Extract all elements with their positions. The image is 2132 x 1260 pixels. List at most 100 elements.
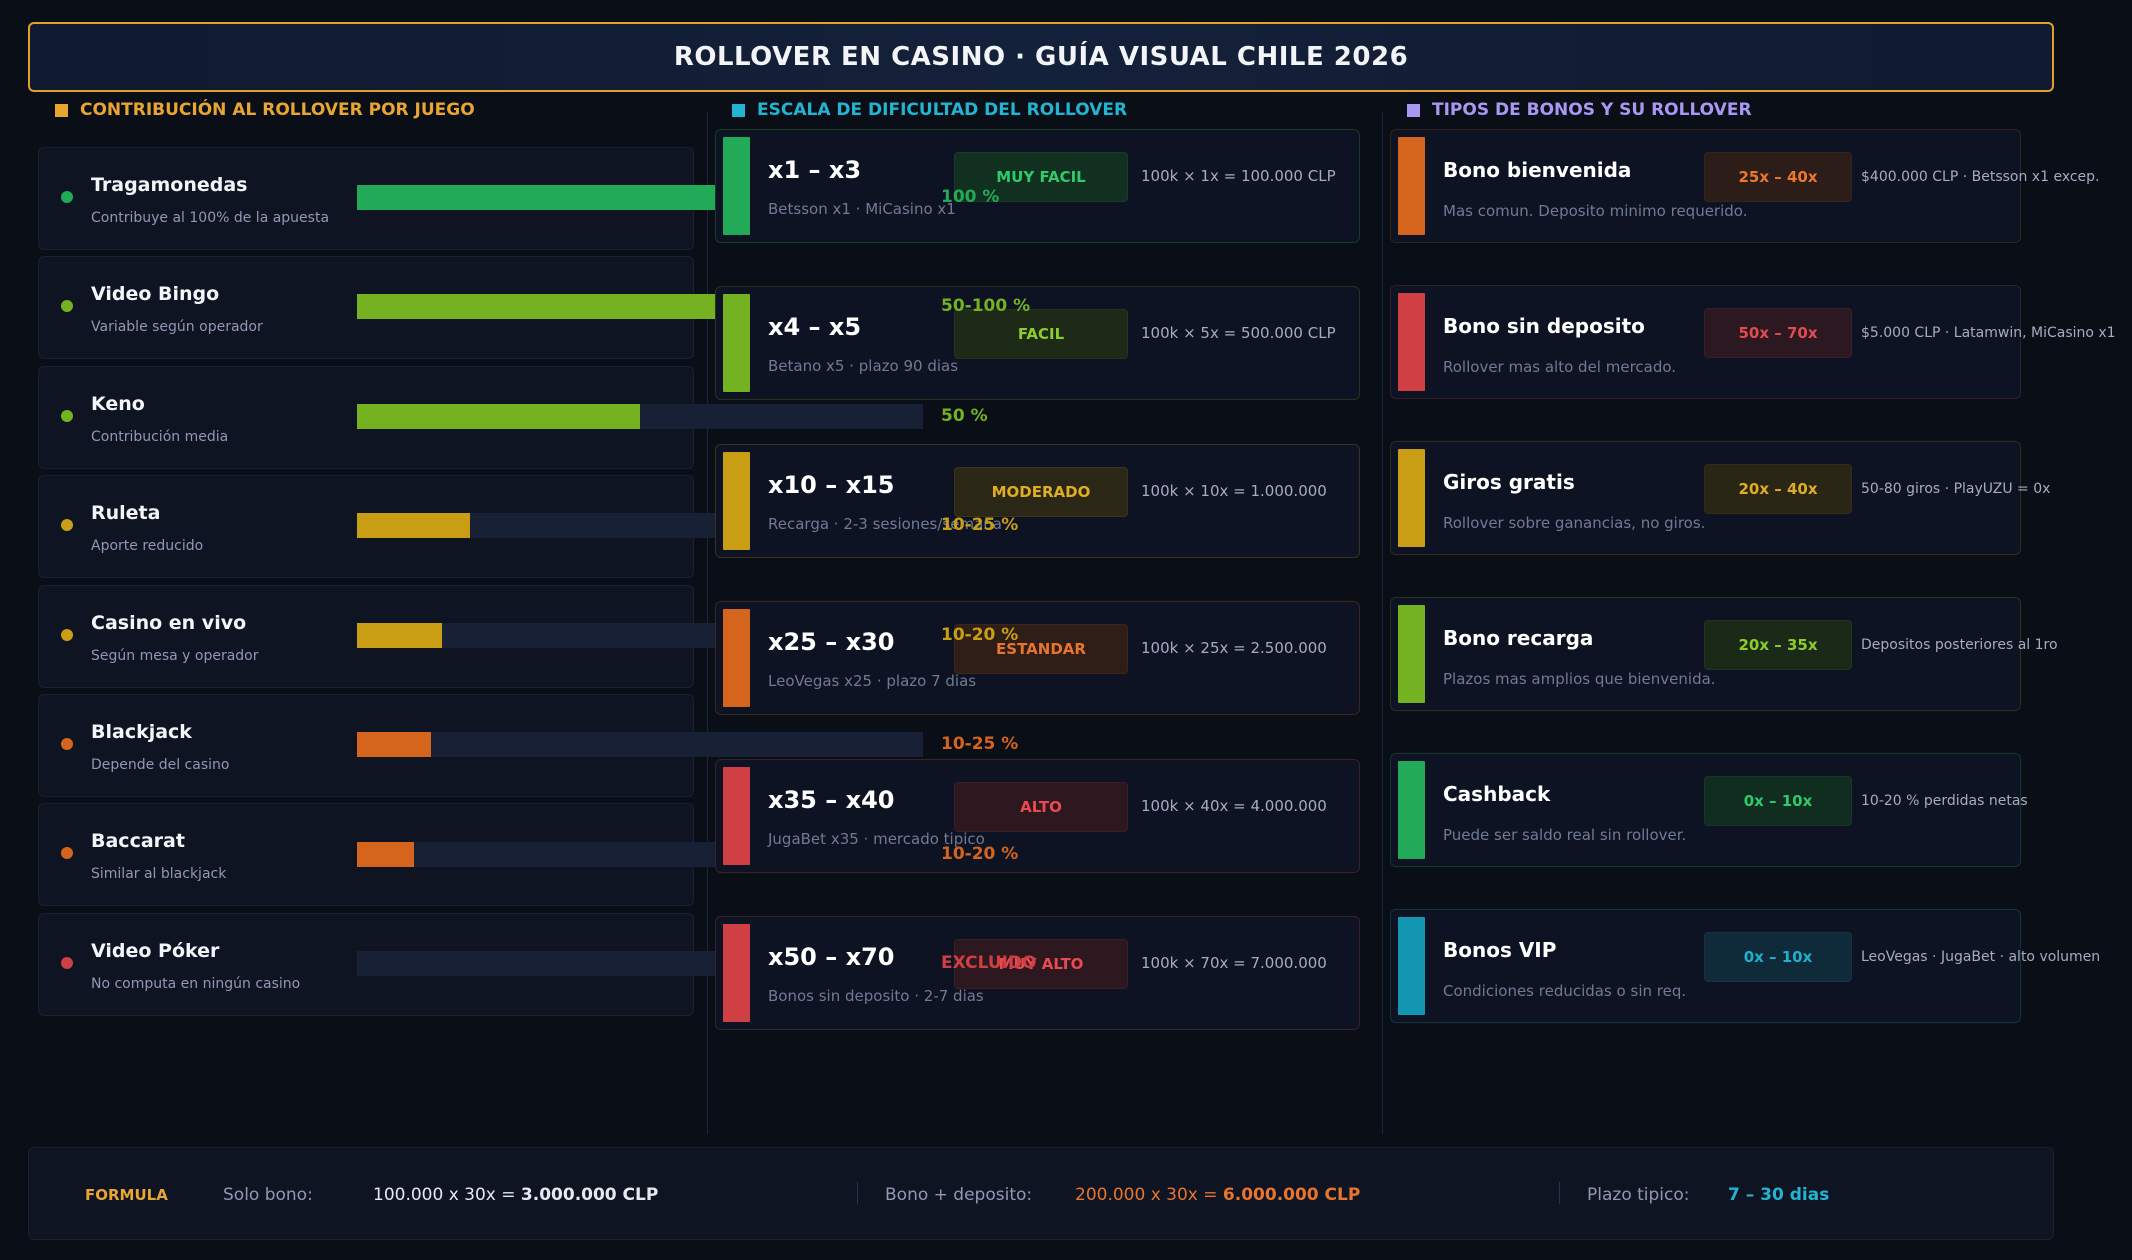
rollover-badge: 0x – 10x <box>1704 932 1852 982</box>
operator-examples: Betano x5 · plazo 90 dias <box>768 357 959 375</box>
game-name: Blackjack <box>91 721 192 743</box>
bonus-card: Giros gratis Rollover sobre ganancias, n… <box>1390 441 2050 555</box>
game-description: Variable según operador <box>91 319 263 335</box>
contribution-bar <box>357 732 923 757</box>
plazo-value: 7 – 30 dias <box>1728 1185 1830 1205</box>
difficulty-card: x4 – x5 Betano x5 · plazo 90 dias FACIL … <box>715 286 1360 400</box>
rollover-range: x25 – x30 <box>768 628 895 656</box>
contribution-label: 10-20 % <box>941 844 1019 864</box>
rollover-formula: 100k × 10x = 1.000.000 <box>1141 482 1327 500</box>
bonus-description: Rollover mas alto del mercado. <box>1443 358 1677 376</box>
section-title: ESCALA DE DIFICULTAD DEL ROLLOVER <box>757 100 1128 120</box>
rollover-range: x4 – x5 <box>768 313 862 341</box>
status-dot-icon <box>61 629 73 641</box>
contribution-label: 10-25 % <box>941 515 1019 535</box>
rollover-badge: 20x – 40x <box>1704 464 1852 514</box>
game-name: Video Póker <box>91 940 220 962</box>
game-description: Contribución media <box>91 429 229 445</box>
bonus-note: Depositos posteriores al 1ro <box>1861 637 2058 653</box>
game-name: Keno <box>91 393 145 415</box>
rollover-formula: 100k × 70x = 7.000.000 <box>1141 954 1327 972</box>
section-title: CONTRIBUCIÓN AL ROLLOVER POR JUEGO <box>80 100 475 120</box>
rollover-formula: 100k × 40x = 4.000.000 <box>1141 797 1327 815</box>
accent-bar <box>1398 761 1425 859</box>
difficulty-badge: MUY ALTO <box>954 939 1128 989</box>
rollover-range: x35 – x40 <box>768 786 895 814</box>
solo-bono-expression: 100.000 x 30x = <box>373 1185 521 1205</box>
accent-bar <box>723 137 750 235</box>
difficulty-card: x10 – x15 Recarga · 2-3 sesiones/semana … <box>715 444 1360 558</box>
bonus-card: Bono sin deposito Rollover mas alto del … <box>1390 285 2116 399</box>
rollover-badge: 20x – 35x <box>1704 620 1852 670</box>
bonus-card: Bonos VIP Condiciones reducidas o sin re… <box>1390 909 2100 1023</box>
contribution-bar-fill <box>357 513 470 538</box>
accent-bar <box>723 294 750 392</box>
rollover-formula: 100k × 25x = 2.500.000 <box>1141 639 1327 657</box>
bonus-card: Bono bienvenida Mas comun. Deposito mini… <box>1390 129 2100 243</box>
accent-bar <box>723 767 750 865</box>
solo-bono-formula: 100.000 x 30x = 3.000.000 CLP <box>373 1185 658 1205</box>
bono-deposito-label: Bono + deposito: <box>885 1185 1033 1205</box>
difficulty-badge: FACIL <box>954 309 1128 359</box>
square-bullet-icon <box>732 103 745 117</box>
status-dot-icon <box>61 738 73 750</box>
contribution-bar-fill <box>357 842 414 867</box>
bonus-description: Rollover sobre ganancias, no giros. <box>1443 514 1706 532</box>
difficulty-card: x35 – x40 JugaBet x35 · mercado tipico A… <box>715 759 1360 873</box>
contribution-bar-fill <box>357 623 442 648</box>
rollover-range: x10 – x15 <box>768 471 895 499</box>
bonus-name: Giros gratis <box>1443 470 1575 494</box>
bonus-name: Bono bienvenida <box>1443 158 1632 182</box>
contribution-bar <box>357 404 923 429</box>
game-description: Según mesa y operador <box>91 648 259 664</box>
solo-bono-result: 3.000.000 CLP <box>520 1185 659 1205</box>
contribution-label: 10-25 % <box>941 734 1019 754</box>
bonus-note: $5.000 CLP · Latamwin, MiCasino x1 <box>1861 325 2116 341</box>
game-description: No computa en ningún casino <box>91 976 301 992</box>
rollover-badge: 0x – 10x <box>1704 776 1852 826</box>
bonus-note: LeoVegas · JugaBet · alto volumen <box>1861 949 2101 965</box>
contribution-bar-fill <box>357 732 431 757</box>
contribution-label: 50-100 % <box>941 296 1031 316</box>
bonus-name: Cashback <box>1443 782 1551 806</box>
status-dot-icon <box>61 410 73 422</box>
formula-footer: FORMULA Solo bono: 100.000 x 30x = 3.000… <box>28 1147 2054 1240</box>
status-dot-icon <box>61 519 73 531</box>
status-dot-icon <box>61 957 73 969</box>
solo-bono-label: Solo bono: <box>223 1185 313 1205</box>
column-divider <box>1382 112 1383 1134</box>
operator-examples: Betsson x1 · MiCasino x1 <box>768 200 956 218</box>
page-title: ROLLOVER EN CASINO · GUÍA VISUAL CHILE 2… <box>673 42 1409 72</box>
difficulty-badge: ALTO <box>954 782 1128 832</box>
section-heading-bonus-types: TIPOS DE BONOS Y SU ROLLOVER <box>1407 100 1752 120</box>
contribution-label: 50 % <box>941 406 988 426</box>
accent-bar <box>723 924 750 1022</box>
game-description: Aporte reducido <box>91 538 204 554</box>
bonus-name: Bono recarga <box>1443 626 1594 650</box>
bonus-note: $400.000 CLP · Betsson x1 excep. <box>1861 169 2100 185</box>
accent-bar <box>1398 605 1425 703</box>
bonus-note: 10-20 % perdidas netas <box>1861 793 2028 809</box>
rollover-formula: 100k × 1x = 100.000 CLP <box>1141 167 1336 185</box>
game-name: Casino en vivo <box>91 612 247 634</box>
game-description: Contribuye al 100% de la apuesta <box>91 210 330 226</box>
plazo-label: Plazo tipico: <box>1587 1185 1690 1205</box>
operator-examples: JugaBet x35 · mercado tipico <box>768 830 985 848</box>
rollover-formula: 100k × 5x = 500.000 CLP <box>1141 324 1336 342</box>
game-name: Video Bingo <box>91 283 220 305</box>
difficulty-badge: MUY FACIL <box>954 152 1128 202</box>
bono-deposito-result: 6.000.000 CLP <box>1222 1185 1361 1205</box>
accent-bar <box>1398 449 1425 547</box>
formula-label: FORMULA <box>85 1186 168 1204</box>
bonus-description: Mas comun. Deposito minimo requerido. <box>1443 202 1748 220</box>
difficulty-badge: MODERADO <box>954 467 1128 517</box>
contribution-label: EXCLUIDO <box>941 953 1037 973</box>
status-dot-icon <box>61 847 73 859</box>
rollover-range: x50 – x70 <box>768 943 895 971</box>
bono-deposito-expression: 200.000 x 30x = <box>1075 1185 1223 1205</box>
square-bullet-icon <box>55 103 68 117</box>
contribution-bar-fill <box>357 404 640 429</box>
page-header: ROLLOVER EN CASINO · GUÍA VISUAL CHILE 2… <box>28 22 2054 92</box>
bonus-card: Cashback Puede ser saldo real sin rollov… <box>1390 753 2028 867</box>
bonus-description: Puede ser saldo real sin rollover. <box>1443 826 1687 844</box>
